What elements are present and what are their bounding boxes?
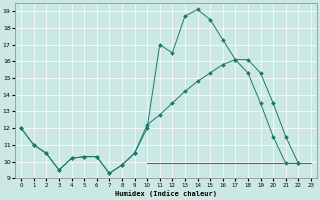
X-axis label: Humidex (Indice chaleur): Humidex (Indice chaleur) [115,190,217,197]
